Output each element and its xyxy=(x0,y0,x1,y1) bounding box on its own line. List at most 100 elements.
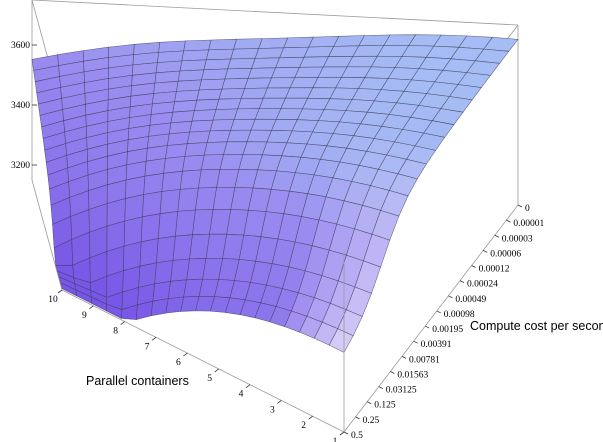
surface-facet xyxy=(199,79,225,90)
x-tick-label: 9 xyxy=(82,311,87,321)
x-tick-mark xyxy=(277,400,281,403)
y-tick-mark xyxy=(367,402,371,404)
surface-facet xyxy=(167,132,189,145)
surface-facet xyxy=(173,235,193,261)
x-tick-label: 2 xyxy=(301,421,306,431)
y-axis-label: Compute cost per second xyxy=(470,319,603,333)
surface-facet xyxy=(164,156,185,173)
surface-facet xyxy=(160,189,180,213)
y-tick-label: 0.00001 xyxy=(513,219,544,229)
surface-facet xyxy=(234,39,263,50)
surface-facet xyxy=(158,211,178,238)
surface-facet xyxy=(204,59,231,70)
x-tick-mark xyxy=(309,416,313,419)
surface-facet xyxy=(245,78,272,89)
surface-facet xyxy=(178,70,204,81)
surface-facet xyxy=(219,88,245,99)
y-tick-mark xyxy=(483,250,487,252)
y-tick-mark xyxy=(506,220,510,222)
y-tick-mark xyxy=(448,296,452,298)
x-axis-label: Parallel containers xyxy=(86,374,189,388)
y-tick-label: 0 xyxy=(525,204,530,214)
y-tick-mark xyxy=(460,281,464,283)
y-tick-label: 0.00006 xyxy=(490,249,521,259)
surface-facet xyxy=(180,170,201,190)
surface-facet xyxy=(231,49,259,60)
surface-facet xyxy=(222,78,248,89)
surface-facet xyxy=(241,88,267,99)
surface-facet xyxy=(228,58,255,69)
surface-facet xyxy=(178,188,199,211)
surface-facet xyxy=(124,217,142,246)
surface-facet xyxy=(153,281,171,301)
surface-facet xyxy=(190,120,213,132)
surface-facet xyxy=(209,39,237,50)
x-tick-label: 1 xyxy=(333,437,338,442)
y-tick-label: 0.00012 xyxy=(479,265,510,275)
surface-facet xyxy=(255,48,284,59)
surface-facet xyxy=(259,38,288,49)
surface-facet xyxy=(187,131,210,144)
x-tick-mark xyxy=(152,337,156,340)
surface-facet xyxy=(182,50,209,61)
surface-facet xyxy=(194,99,219,110)
surface-facet xyxy=(141,214,160,242)
y-tick-mark xyxy=(402,356,406,358)
x-tick-label: 3 xyxy=(270,405,275,415)
surface-facet xyxy=(192,110,216,122)
x-tick-label: 5 xyxy=(207,374,212,384)
y-tick-mark xyxy=(356,417,360,419)
surface-facet xyxy=(185,143,207,157)
surface-facet xyxy=(206,49,233,60)
y-tick-mark xyxy=(344,432,348,434)
surface-facet xyxy=(162,171,183,191)
y-tick-mark xyxy=(472,266,476,268)
surface-facet xyxy=(159,41,186,53)
surface-facet xyxy=(166,144,188,159)
x-tick-mark xyxy=(58,290,62,293)
y-tick-mark xyxy=(414,341,418,343)
surface-facet xyxy=(140,239,158,267)
z-tick-label: 3600 xyxy=(11,41,30,51)
y-tick-mark xyxy=(518,205,522,207)
surface-facet xyxy=(216,99,241,110)
y-tick-mark xyxy=(437,311,441,313)
surface-mesh xyxy=(32,35,518,432)
surface-facet xyxy=(157,236,176,263)
y-tick-mark xyxy=(495,235,499,237)
surface-facet xyxy=(144,173,164,194)
surface-facet xyxy=(139,263,157,288)
y-tick-label: 0.5 xyxy=(351,431,363,441)
y-tick-mark xyxy=(390,371,394,373)
z-tick-label: 3200 xyxy=(11,161,30,171)
x-tick-label: 8 xyxy=(113,327,118,337)
surface-facet xyxy=(225,68,252,79)
box-edge-top-back xyxy=(32,0,518,25)
z-tick-label: 3400 xyxy=(11,101,30,111)
y-tick-label: 0.00003 xyxy=(502,234,533,244)
surface-facet xyxy=(176,80,201,92)
x-tick-label: 6 xyxy=(176,358,181,368)
x-tick-mark xyxy=(183,353,187,356)
y-tick-mark xyxy=(379,387,383,389)
x-tick-label: 10 xyxy=(48,295,58,305)
surface-facet xyxy=(142,192,162,217)
surface-facet xyxy=(155,260,173,284)
x-tick-mark xyxy=(246,385,250,388)
y-tick-label: 0.00049 xyxy=(455,295,486,305)
surface-facet xyxy=(183,155,205,171)
x-tick-mark xyxy=(121,322,125,325)
surface-facet xyxy=(197,89,222,100)
surface-facet xyxy=(204,142,227,155)
surface-facet xyxy=(207,130,230,142)
y-tick-label: 0.03125 xyxy=(386,386,417,396)
x-tick-mark xyxy=(340,432,344,435)
x-tick-label: 4 xyxy=(239,390,244,400)
surface-facet xyxy=(184,40,211,51)
y-tick-label: 0.00781 xyxy=(409,355,440,365)
surface-facet xyxy=(173,100,197,112)
surface-facet xyxy=(180,60,206,71)
y-tick-mark xyxy=(425,326,429,328)
x-tick-label: 7 xyxy=(145,342,150,352)
